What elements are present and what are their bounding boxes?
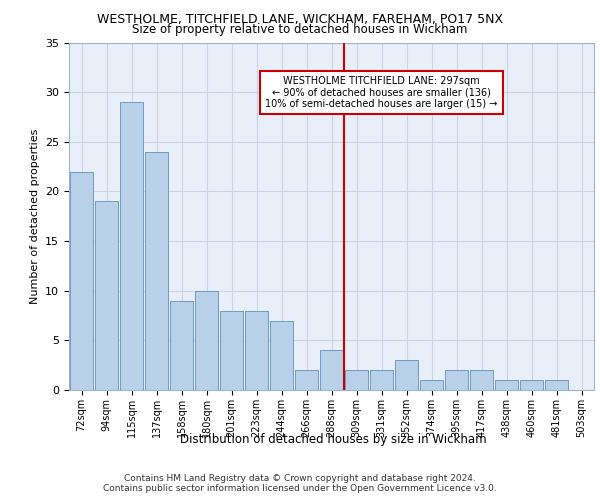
Bar	[395, 360, 418, 390]
Text: Contains HM Land Registry data © Crown copyright and database right 2024.: Contains HM Land Registry data © Crown c…	[124, 474, 476, 483]
Bar	[545, 380, 568, 390]
Text: Size of property relative to detached houses in Wickham: Size of property relative to detached ho…	[133, 22, 467, 36]
Bar	[345, 370, 368, 390]
Bar	[170, 300, 193, 390]
Bar	[270, 320, 293, 390]
Bar	[95, 202, 118, 390]
Text: Contains public sector information licensed under the Open Government Licence v3: Contains public sector information licen…	[103, 484, 497, 493]
Bar	[295, 370, 318, 390]
Y-axis label: Number of detached properties: Number of detached properties	[29, 128, 40, 304]
Bar	[520, 380, 543, 390]
Bar	[70, 172, 93, 390]
Bar	[220, 310, 243, 390]
Bar	[120, 102, 143, 390]
Bar	[370, 370, 393, 390]
Text: Distribution of detached houses by size in Wickham: Distribution of detached houses by size …	[179, 432, 487, 446]
Bar	[495, 380, 518, 390]
Bar	[320, 350, 343, 390]
Bar	[445, 370, 468, 390]
Bar	[470, 370, 493, 390]
Bar	[195, 290, 218, 390]
Text: WESTHOLME, TITCHFIELD LANE, WICKHAM, FAREHAM, PO17 5NX: WESTHOLME, TITCHFIELD LANE, WICKHAM, FAR…	[97, 12, 503, 26]
Bar	[245, 310, 268, 390]
Text: WESTHOLME TITCHFIELD LANE: 297sqm
← 90% of detached houses are smaller (136)
10%: WESTHOLME TITCHFIELD LANE: 297sqm ← 90% …	[265, 76, 497, 108]
Bar	[420, 380, 443, 390]
Bar	[145, 152, 168, 390]
